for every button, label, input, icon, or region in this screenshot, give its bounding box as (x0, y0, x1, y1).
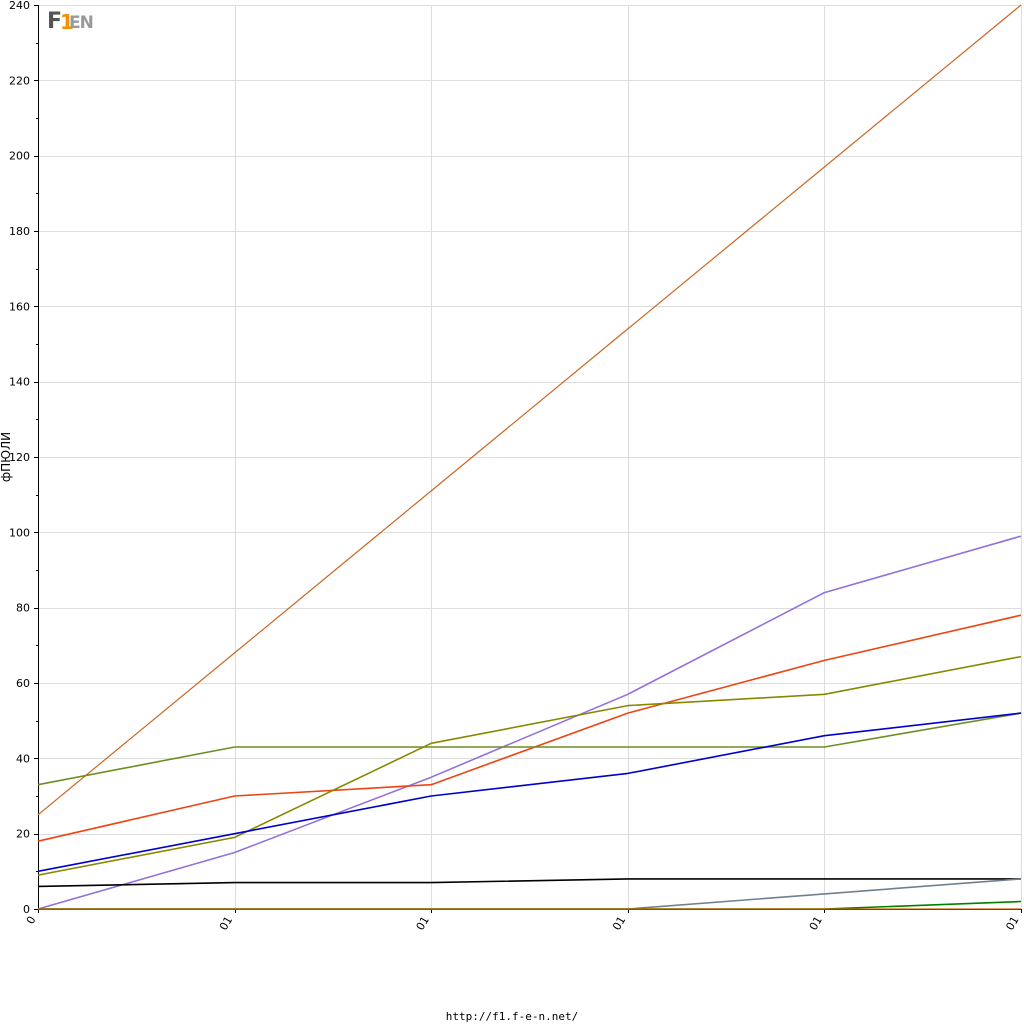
series-lines (37, 4, 1022, 910)
y-tick-label: 120 (9, 451, 30, 464)
x-tick-label: 01 (807, 914, 825, 933)
y-tick-label: 80 (16, 602, 30, 615)
x-tick-label: 01 (414, 914, 432, 933)
y-tick-label: 140 (9, 376, 30, 389)
axes (34, 5, 1022, 913)
y-tick-label: 220 (9, 74, 30, 87)
y-tick-label: 180 (9, 225, 30, 238)
logo-digit-one: 1 (60, 10, 74, 34)
y-tick-label: 100 (9, 526, 30, 539)
y-tick-label: 40 (16, 752, 30, 765)
logo-letters-en: EN (69, 13, 94, 33)
y-tick-label: 200 (9, 150, 30, 163)
x-tick-label: 01 (610, 914, 628, 933)
y-axis-title: фПЮЛИ (0, 432, 13, 482)
y-tick-label: 160 (9, 300, 30, 313)
series-line-2 (37, 535, 1022, 910)
series-line-1 (37, 4, 1022, 816)
series-line-5 (37, 712, 1022, 786)
y-tick-label: 240 (9, 0, 30, 12)
logo-letter-f: F (47, 9, 63, 34)
series-line-7 (37, 878, 1021, 888)
y-tick-label: 60 (16, 677, 30, 690)
x-tick-label: 01 (217, 914, 235, 933)
x-tick-label: 01 (1003, 914, 1021, 933)
tick-labels: 0 20 40 60 80 100 120 140 160 180 200 220 240 0 01 01 01… (9, 0, 1022, 933)
y-tick-label: 0 (23, 903, 30, 916)
x-tick-label: 0 (24, 914, 39, 927)
series-line-4 (37, 655, 1022, 876)
series-line-3 (37, 614, 1022, 842)
f1-logo: F 1 EN (47, 9, 99, 35)
footer-url[interactable]: http://f1.f-e-n.net/ (445, 1010, 579, 1023)
series-line-9 (38, 900, 1022, 910)
grid-lines (38, 5, 1022, 910)
series-line-6 (37, 712, 1022, 873)
y-tick-label: 20 (16, 828, 30, 841)
